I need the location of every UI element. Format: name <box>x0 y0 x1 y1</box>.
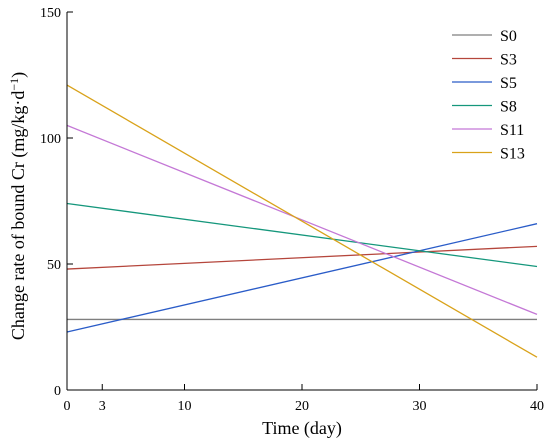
legend-label-s0: S0 <box>500 28 517 45</box>
x-tick-label: 30 <box>413 399 427 414</box>
y-axis-label-main: Change rate of bound Cr (mg/kg·d <box>8 91 29 340</box>
y-tick-label: 150 <box>40 6 61 21</box>
x-tick-label: 20 <box>295 399 309 414</box>
x-tick-label: 40 <box>530 399 544 414</box>
series-line-s11 <box>66 124 538 316</box>
x-axis-label: Time (day) <box>262 418 342 439</box>
legend-label-s8: S8 <box>500 99 517 116</box>
x-tick-label: 0 <box>64 399 71 414</box>
legend-label-s13: S13 <box>500 146 525 163</box>
series-line-s8 <box>66 202 538 268</box>
series-line-s13 <box>66 84 538 358</box>
series-line-s5 <box>66 223 538 333</box>
y-axis-label-end: ) <box>8 72 29 78</box>
y-axis-label: Change rate of bound Cr (mg/kg·d−1) <box>7 72 29 340</box>
axes: 0 3 10 20 30 40 0 50 100 150 <box>40 6 544 414</box>
legend: S0 S3 S5 S8 S11 S13 <box>452 28 525 163</box>
y-axis-label-superscript: −1 <box>7 78 21 91</box>
x-tick-label: 10 <box>178 399 192 414</box>
x-tick-label: 3 <box>99 399 106 414</box>
legend-label-s11: S11 <box>500 122 524 139</box>
y-tick-label: 100 <box>40 132 61 147</box>
y-tick-label: 0 <box>54 384 61 399</box>
y-tick-label: 50 <box>47 258 61 273</box>
series-line-s3 <box>66 245 538 270</box>
legend-label-s5: S5 <box>500 75 517 92</box>
legend-label-s3: S3 <box>500 52 517 69</box>
plot-area <box>66 84 538 358</box>
